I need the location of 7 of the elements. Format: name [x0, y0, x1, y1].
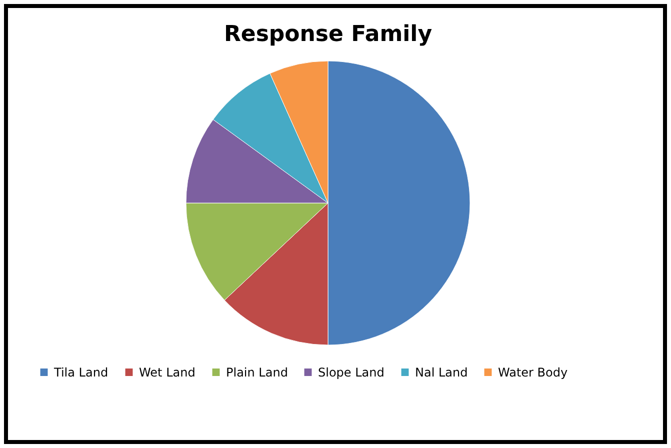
legend-label: Wet Land	[139, 365, 196, 380]
legend-label: Tila Land	[53, 365, 108, 380]
legend-label: Water Body	[498, 365, 568, 380]
chart-title: Response Family	[224, 22, 432, 47]
legend-label: Slope Land	[318, 365, 384, 380]
legend-label: Plain Land	[226, 365, 288, 380]
legend-label: Nal Land	[415, 365, 468, 380]
